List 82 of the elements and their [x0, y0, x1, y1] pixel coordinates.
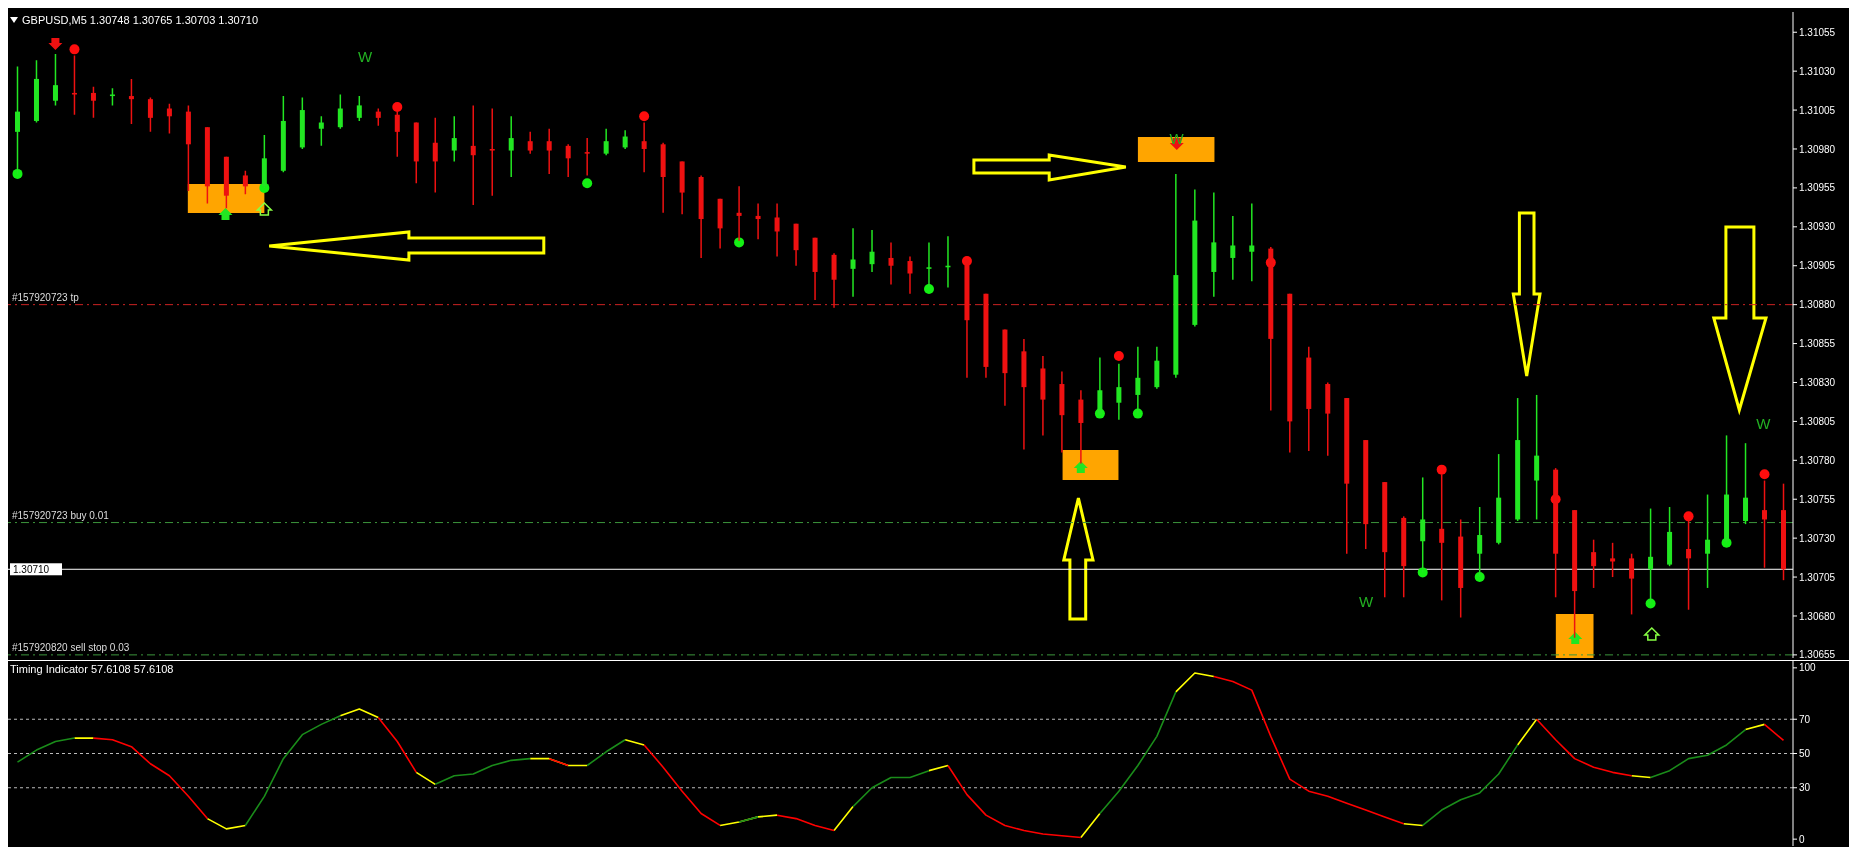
- candlestick: [508, 115, 514, 178]
- candlestick: [1762, 479, 1768, 569]
- candlestick: [603, 128, 609, 156]
- candlestick: [565, 143, 571, 178]
- candlestick: [1705, 493, 1711, 589]
- ref-line-label: #157920723 buy 0.01: [12, 509, 110, 521]
- ref-line-label: #157920820 sell stop 0.03: [12, 641, 130, 653]
- y-tick-label: 1.30830: [1799, 377, 1836, 389]
- candlestick: [489, 107, 495, 197]
- candlestick: [90, 85, 96, 119]
- y-tick-label: 1.30930: [1799, 221, 1836, 233]
- candlestick: [128, 78, 134, 125]
- candlestick: [1743, 442, 1749, 525]
- point: [1759, 469, 1770, 480]
- candlestick: [622, 129, 628, 150]
- candlestick: [432, 117, 438, 194]
- y-tick-label: 1.30980: [1799, 143, 1836, 155]
- candlestick: [850, 227, 856, 298]
- candlestick: [318, 115, 324, 147]
- point: [1113, 351, 1124, 362]
- y-tick-label: 1.30730: [1799, 532, 1836, 544]
- point: [12, 168, 23, 179]
- candlestick: [242, 170, 248, 195]
- candlestick: [1078, 389, 1084, 465]
- point: [639, 111, 650, 122]
- candlestick: [52, 53, 58, 107]
- chart-title: GBPUSD,M5 1.30748 1.30765 1.30703 1.30710: [22, 14, 259, 26]
- candlestick: [1610, 542, 1616, 578]
- y-tick-label: 1.30880: [1799, 299, 1836, 311]
- annotation: W: [1756, 415, 1771, 432]
- candlestick: [1249, 202, 1255, 283]
- y-tick-label: 1.30655: [1799, 649, 1836, 661]
- candlestick: [774, 202, 780, 258]
- candlestick: [888, 241, 894, 286]
- annotation: W: [1169, 130, 1184, 147]
- point: [1417, 567, 1428, 578]
- y-tick-label: 70: [1799, 713, 1811, 725]
- y-tick-label: 1.30755: [1799, 493, 1836, 505]
- y-tick-label: 30: [1799, 782, 1811, 794]
- ref-line-label: #157920723 tp: [12, 291, 80, 303]
- point: [69, 44, 80, 55]
- candlestick: [1097, 356, 1103, 416]
- y-tick-label: 50: [1799, 748, 1811, 760]
- candlestick: [869, 229, 875, 273]
- point: [1474, 572, 1485, 583]
- y-tick-label: 1.30705: [1799, 571, 1836, 583]
- ref-line-label: 1.30710: [13, 564, 50, 576]
- candlestick: [470, 104, 476, 206]
- y-tick-label: 1.30680: [1799, 610, 1836, 622]
- y-tick-label: 100: [1799, 662, 1817, 674]
- point: [1436, 464, 1447, 475]
- candlestick: [907, 255, 913, 295]
- candlestick: [71, 54, 77, 116]
- chart-title: Timing Indicator 57.6108 57.6108: [10, 663, 174, 675]
- candlestick: [546, 128, 552, 175]
- candlestick: [337, 93, 343, 130]
- y-tick-label: 1.31005: [1799, 104, 1836, 116]
- point: [582, 178, 593, 189]
- y-tick-label: 0: [1799, 833, 1805, 845]
- candlestick: [356, 95, 362, 122]
- point: [392, 101, 403, 112]
- candlestick: [147, 96, 153, 133]
- y-tick-label: 1.30855: [1799, 338, 1836, 350]
- annotation: W: [357, 48, 373, 65]
- candlestick: [1116, 363, 1122, 421]
- y-tick-label: 1.31030: [1799, 65, 1836, 77]
- annotation: W: [1359, 593, 1374, 610]
- candlestick: [1629, 552, 1635, 616]
- point: [1683, 511, 1694, 522]
- y-tick-label: 1.30905: [1799, 260, 1836, 272]
- y-tick-label: 1.31055: [1799, 26, 1836, 38]
- y-tick-label: 1.30805: [1799, 415, 1836, 427]
- candlestick: [1591, 538, 1597, 589]
- y-tick-label: 1.30780: [1799, 454, 1836, 466]
- candlestick: [527, 131, 533, 155]
- y-tick-label: 1.30955: [1799, 182, 1836, 194]
- candlestick: [755, 202, 761, 241]
- candlestick: [451, 115, 457, 163]
- candlestick: [584, 137, 590, 177]
- candlestick: [166, 103, 172, 135]
- candlestick: [641, 121, 647, 174]
- candlestick: [1230, 215, 1236, 281]
